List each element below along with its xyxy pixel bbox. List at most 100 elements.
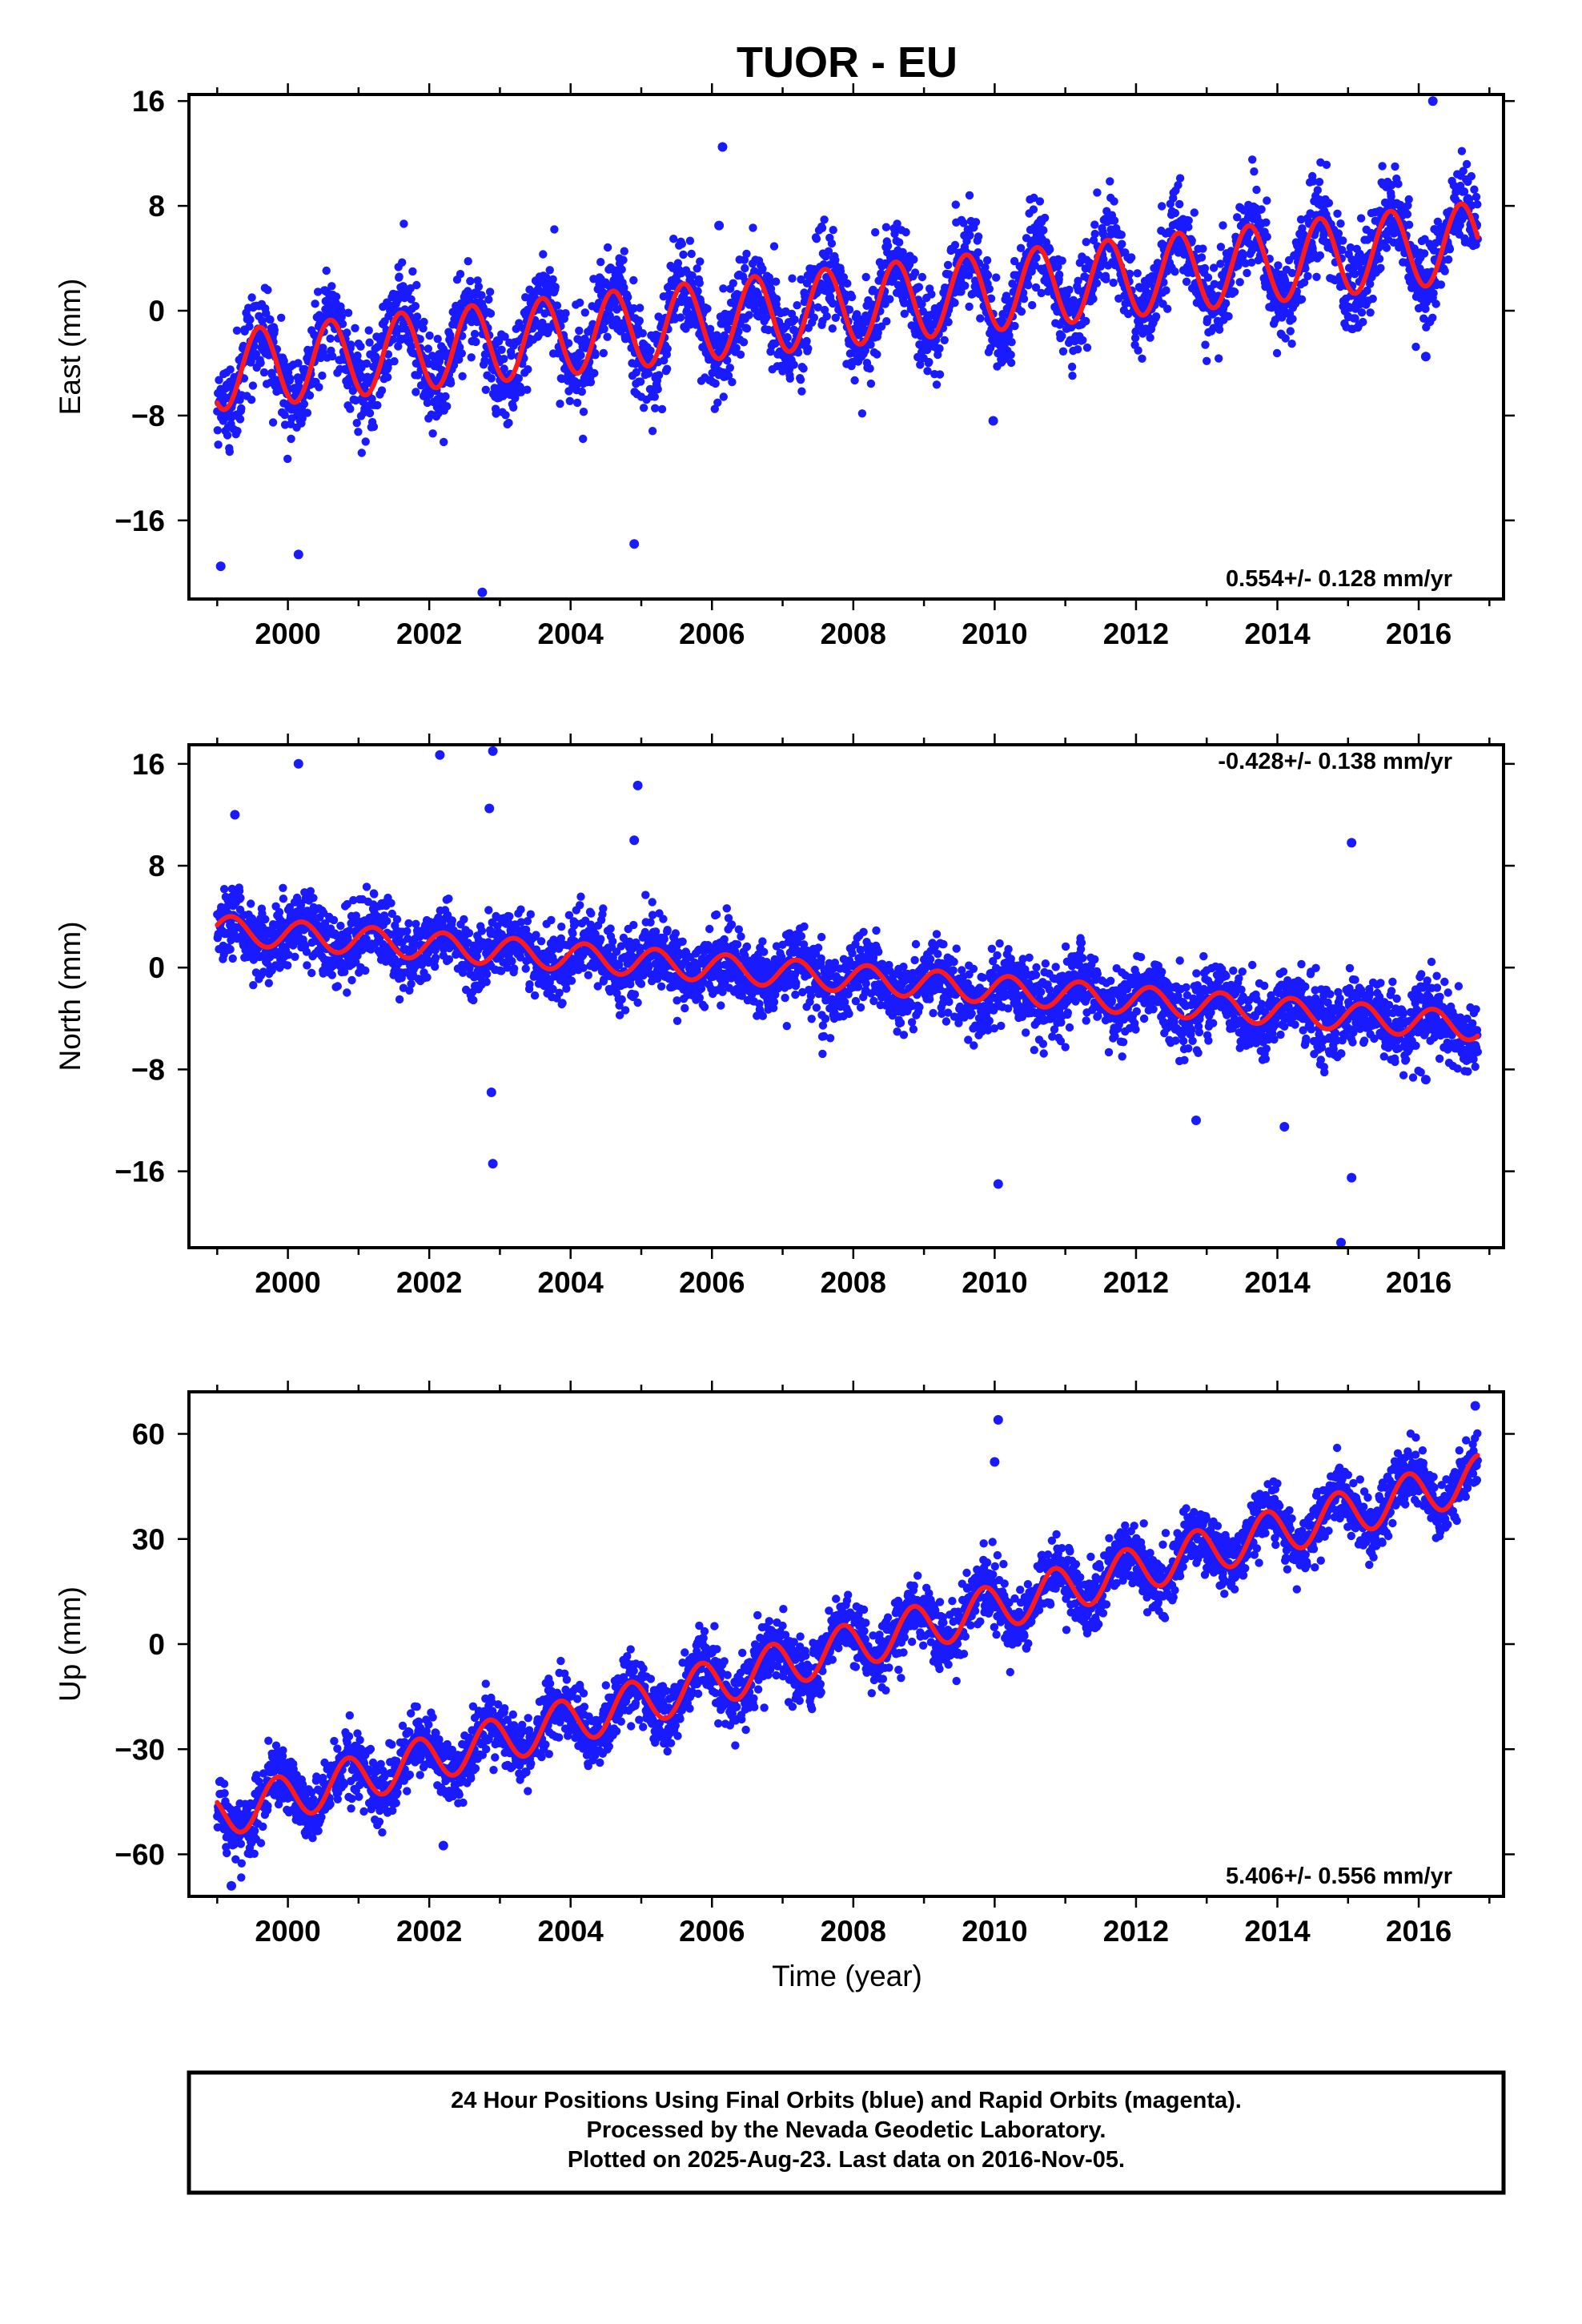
data-point xyxy=(910,268,920,277)
data-point xyxy=(965,191,974,200)
data-point xyxy=(944,318,953,327)
data-point xyxy=(247,293,256,302)
data-point xyxy=(464,929,474,938)
data-point xyxy=(982,255,992,265)
data-point xyxy=(511,393,520,403)
data-point xyxy=(287,434,295,444)
data-point xyxy=(343,308,353,317)
data-point xyxy=(261,915,270,924)
data-point xyxy=(497,345,506,354)
data-point xyxy=(1102,275,1110,283)
data-point xyxy=(343,381,352,390)
data-point xyxy=(871,227,880,237)
data-point xyxy=(225,447,234,456)
data-point xyxy=(500,364,508,373)
data-point xyxy=(1024,280,1033,290)
data-point xyxy=(1419,249,1429,258)
data-point xyxy=(1404,220,1414,229)
data-point xyxy=(1017,307,1026,316)
data-point xyxy=(713,331,721,340)
data-point xyxy=(1445,245,1455,254)
east-points xyxy=(213,96,1483,597)
data-point xyxy=(790,315,799,324)
data-point xyxy=(576,892,585,901)
data-point xyxy=(545,266,554,275)
data-point xyxy=(481,385,490,394)
data-point xyxy=(796,376,805,384)
data-point xyxy=(651,404,660,412)
data-point xyxy=(266,316,275,324)
data-point xyxy=(685,236,695,245)
data-point xyxy=(591,351,600,360)
data-point xyxy=(724,371,733,380)
data-point xyxy=(530,991,540,1000)
x-tick-label: 2006 xyxy=(679,617,745,650)
data-point xyxy=(219,885,229,894)
data-point xyxy=(1203,356,1211,365)
data-point xyxy=(629,304,638,313)
data-point xyxy=(1110,216,1119,225)
data-point xyxy=(603,332,612,341)
data-point xyxy=(671,929,680,938)
data-point xyxy=(1429,289,1438,298)
data-point xyxy=(1175,199,1184,209)
data-point xyxy=(1068,372,1077,380)
data-point xyxy=(428,429,437,438)
data-point xyxy=(663,344,672,353)
data-point xyxy=(1065,285,1074,295)
data-point xyxy=(514,374,523,383)
data-point xyxy=(1411,342,1420,352)
data-point xyxy=(1297,295,1307,304)
data-point xyxy=(213,426,222,435)
data-point xyxy=(291,952,299,962)
data-point xyxy=(1090,229,1099,239)
data-point xyxy=(383,372,392,382)
data-point xyxy=(1248,155,1257,164)
data-point xyxy=(351,396,360,405)
data-point xyxy=(650,392,659,401)
data-point xyxy=(441,392,450,401)
data-point xyxy=(600,324,608,334)
data-point xyxy=(448,916,456,925)
data-point xyxy=(249,981,258,990)
data-point xyxy=(1391,162,1399,171)
data-point xyxy=(719,284,728,293)
y-tick-label: −16 xyxy=(114,505,165,537)
data-point xyxy=(303,961,311,970)
data-point xyxy=(562,984,571,993)
data-point xyxy=(364,326,373,335)
data-point xyxy=(799,364,808,373)
data-point xyxy=(1134,346,1142,355)
data-point xyxy=(395,272,404,281)
data-point xyxy=(1436,280,1446,289)
data-point xyxy=(1162,286,1170,295)
data-point xyxy=(500,332,509,341)
data-point xyxy=(695,279,704,287)
data-point xyxy=(1007,338,1016,347)
data-point xyxy=(1058,347,1068,356)
data-point xyxy=(524,365,532,374)
data-point xyxy=(1197,253,1207,262)
data-point xyxy=(337,306,346,316)
y-tick-label: −8 xyxy=(131,400,165,432)
data-point xyxy=(470,329,480,339)
data-point xyxy=(1263,196,1271,205)
data-point xyxy=(693,264,701,273)
data-point xyxy=(1090,220,1099,229)
data-point xyxy=(1376,263,1385,272)
data-point xyxy=(303,408,312,417)
x-tick-label: 2004 xyxy=(538,617,604,650)
data-point xyxy=(1089,295,1098,304)
data-point xyxy=(1443,255,1453,264)
data-point xyxy=(688,271,697,280)
data-point xyxy=(404,919,413,928)
data-point xyxy=(356,342,365,351)
data-point xyxy=(971,218,981,227)
data-point xyxy=(487,374,496,383)
data-point xyxy=(629,920,638,930)
data-point xyxy=(309,894,318,903)
data-point xyxy=(264,979,273,987)
y-tick-label: 16 xyxy=(132,85,165,118)
data-point xyxy=(1046,245,1054,254)
data-point xyxy=(1190,208,1199,217)
